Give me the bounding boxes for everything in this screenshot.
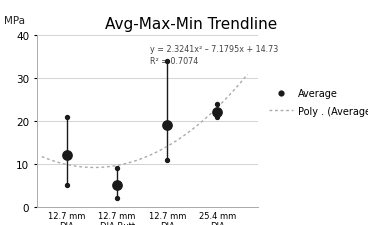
Poly. (Average) (163, 147, 167, 149)
Text: y = 2.3241x² – 7.1795x + 14.73
R² = 0.7074: y = 2.3241x² – 7.1795x + 14.73 R² = 0.70… (150, 45, 278, 66)
Poly. (Average) (166, 145, 171, 147)
Average (215, 111, 220, 115)
Line: Poly. (Average): Poly. (Average) (42, 75, 248, 168)
Poly. (Average) (40, 156, 45, 159)
Poly. (Average) (40, 155, 44, 158)
Poly. (Average) (92, 166, 96, 169)
Poly. (Average) (162, 147, 166, 150)
Point (64, 184, 70, 187)
Poly. (Average) (227, 95, 231, 97)
Text: MPa: MPa (4, 16, 25, 26)
Legend: Average, Poly . (Average): Average, Poly . (Average) (269, 89, 368, 116)
Poly. (Average) (214, 108, 218, 111)
Point (215, 115, 220, 119)
Point (64, 115, 70, 119)
Average (64, 154, 70, 157)
Point (164, 158, 170, 162)
Point (164, 60, 170, 63)
Point (114, 197, 120, 200)
Point (114, 167, 120, 170)
Point (215, 103, 220, 106)
Poly. (Average) (245, 74, 250, 76)
Average (164, 124, 170, 128)
Average (114, 184, 120, 187)
Title: Avg-Max-Min Trendline: Avg-Max-Min Trendline (105, 17, 277, 32)
